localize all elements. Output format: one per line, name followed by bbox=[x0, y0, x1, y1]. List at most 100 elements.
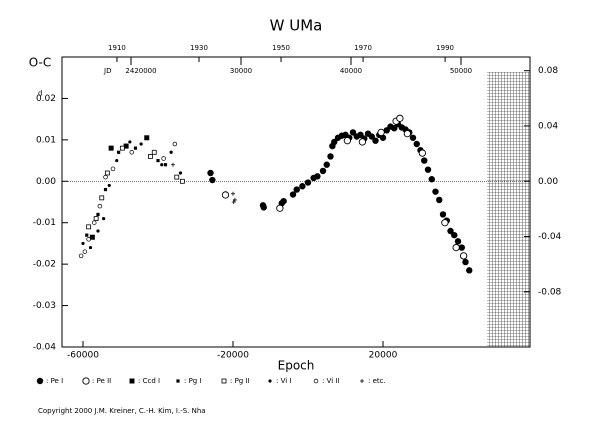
data-point bbox=[327, 153, 334, 160]
data-point bbox=[368, 133, 375, 140]
legend-label: : Pe I bbox=[46, 377, 63, 385]
data-point bbox=[97, 203, 103, 209]
jd-tick-label: 2420000 bbox=[125, 67, 156, 75]
y-axis-label: O-C bbox=[29, 56, 52, 70]
data-point bbox=[129, 150, 135, 155]
data-point bbox=[85, 233, 89, 237]
data-point bbox=[128, 140, 132, 144]
y-tick-label: 0.00 bbox=[36, 177, 56, 187]
copyright: Copyright 2000 J.M. Kreiner, C.-H. Kim, … bbox=[38, 407, 206, 415]
hatched-region bbox=[487, 72, 530, 347]
data-point bbox=[319, 167, 327, 175]
x-tick-label: 20000 bbox=[369, 351, 398, 361]
legend-marker bbox=[82, 377, 90, 385]
data-point bbox=[144, 135, 150, 141]
data-point bbox=[86, 224, 92, 230]
data-point bbox=[462, 258, 469, 266]
data-point bbox=[133, 146, 138, 150]
data-point bbox=[174, 174, 180, 180]
legend-label: : Ccd I bbox=[138, 377, 160, 385]
x-axis-label: Epoch bbox=[278, 359, 315, 373]
jd-tick-label: 30000 bbox=[230, 67, 252, 75]
plot-frame bbox=[61, 56, 531, 348]
data-point bbox=[96, 229, 100, 233]
data-point bbox=[413, 140, 420, 148]
legend-label: : Pe II bbox=[92, 377, 111, 385]
data-point bbox=[349, 129, 357, 136]
legend-marker bbox=[176, 379, 180, 383]
data-point bbox=[172, 141, 178, 147]
y-tick-label: 0.02 bbox=[36, 94, 56, 104]
data-point bbox=[280, 197, 287, 205]
data-point bbox=[110, 166, 116, 172]
jd-label: JD bbox=[103, 67, 111, 75]
y2-tick-label: -0.08 bbox=[538, 287, 562, 297]
data-point bbox=[447, 227, 454, 235]
data-point bbox=[160, 163, 164, 167]
data-point bbox=[231, 191, 235, 196]
legend-marker bbox=[313, 378, 319, 384]
y2-tick-label: 0.08 bbox=[538, 66, 558, 76]
jd-tick-label: 50000 bbox=[450, 67, 472, 75]
data-point bbox=[343, 137, 352, 145]
data-point bbox=[88, 245, 93, 250]
data-point bbox=[323, 161, 330, 168]
data-point bbox=[260, 204, 267, 211]
data-point bbox=[161, 156, 166, 161]
data-point bbox=[436, 196, 443, 204]
data-point bbox=[221, 191, 230, 199]
year-tick-label: 1990 bbox=[436, 44, 454, 52]
data-point bbox=[123, 143, 129, 149]
data-point bbox=[289, 191, 297, 198]
legend-label: : etc. bbox=[368, 377, 386, 385]
data-point bbox=[117, 150, 121, 154]
data-point bbox=[171, 162, 175, 167]
data-point bbox=[86, 237, 91, 242]
data-point bbox=[91, 220, 97, 225]
data-point bbox=[421, 157, 428, 164]
data-point bbox=[452, 243, 460, 252]
y2-tick-label: -0.04 bbox=[538, 232, 562, 242]
data-point bbox=[107, 183, 111, 188]
y-tick-label: -0.01 bbox=[33, 218, 56, 228]
legend-label: : Vi I bbox=[276, 377, 291, 385]
data-point bbox=[81, 241, 85, 246]
data-point bbox=[148, 154, 153, 159]
legend-marker bbox=[360, 379, 364, 383]
data-point bbox=[108, 145, 114, 151]
legend-marker bbox=[268, 379, 272, 383]
y2-tick-label: 0.00 bbox=[538, 177, 558, 187]
y-tick-label: -0.02 bbox=[33, 260, 56, 270]
data-point bbox=[139, 142, 143, 146]
data-point bbox=[104, 170, 110, 176]
data-point bbox=[89, 234, 95, 240]
data-point bbox=[115, 158, 119, 163]
legend-label: : Pg I bbox=[184, 377, 202, 385]
legend-label: : Vi II bbox=[322, 377, 340, 385]
data-point bbox=[441, 219, 449, 227]
data-point bbox=[231, 200, 236, 204]
data-point bbox=[209, 176, 216, 184]
data-point bbox=[232, 197, 237, 202]
data-point bbox=[179, 178, 185, 184]
data-point bbox=[418, 149, 427, 157]
data-point bbox=[163, 163, 168, 167]
data-point bbox=[458, 244, 465, 251]
data-point bbox=[103, 174, 108, 180]
data-point bbox=[454, 238, 462, 245]
data-point bbox=[466, 267, 473, 274]
chart-title: W UMa bbox=[270, 17, 323, 35]
data-point bbox=[377, 128, 385, 137]
year-tick-label: 1970 bbox=[354, 44, 372, 52]
legend-label: : Pg II bbox=[230, 377, 250, 385]
year-tick-label: 1930 bbox=[190, 44, 208, 52]
data-point bbox=[439, 211, 447, 218]
year-tick-label: 1950 bbox=[272, 44, 290, 52]
data-point bbox=[119, 145, 125, 151]
data-point bbox=[304, 179, 312, 186]
data-point bbox=[93, 216, 99, 221]
y-unit: d bbox=[38, 89, 42, 97]
data-point bbox=[78, 253, 84, 259]
year-tick-label: 1910 bbox=[108, 44, 126, 52]
